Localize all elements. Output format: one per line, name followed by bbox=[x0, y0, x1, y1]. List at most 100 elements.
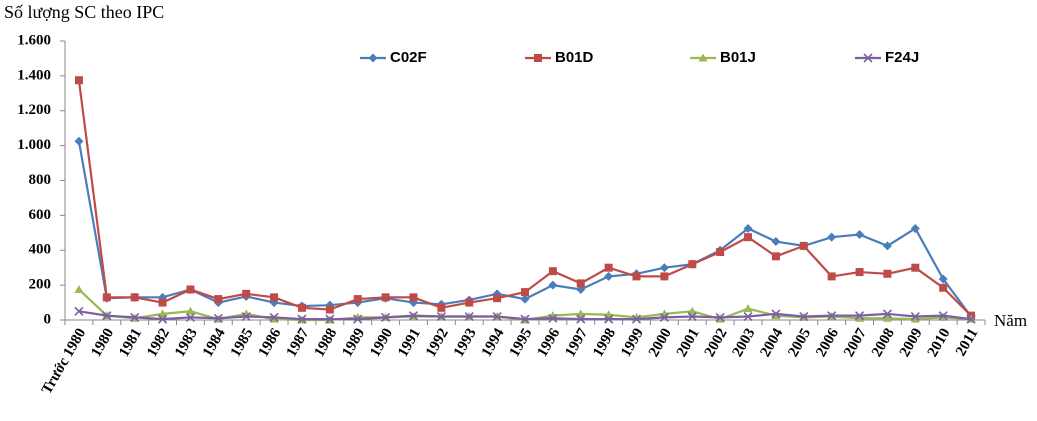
data-point bbox=[74, 284, 84, 293]
data-point bbox=[938, 311, 948, 321]
data-point bbox=[353, 314, 363, 324]
data-point bbox=[910, 223, 920, 233]
x-tick-label: 1982 bbox=[144, 326, 173, 360]
data-point bbox=[130, 312, 140, 322]
legend-marker bbox=[863, 53, 873, 63]
data-point bbox=[408, 311, 419, 321]
y-axis-label: Số lượng SC theo IPC bbox=[4, 2, 164, 22]
data-point bbox=[744, 233, 753, 242]
x-tick-label: 1998 bbox=[590, 326, 619, 360]
x-tick-label: 1994 bbox=[479, 325, 508, 359]
data-point bbox=[74, 76, 83, 85]
legend-marker bbox=[534, 54, 542, 62]
data-point bbox=[130, 293, 139, 302]
data-point bbox=[910, 311, 920, 322]
x-tick-label: 1989 bbox=[339, 326, 368, 360]
data-point bbox=[520, 294, 530, 304]
data-point bbox=[771, 309, 781, 319]
y-tick-label: 1.600 bbox=[17, 32, 51, 48]
data-point bbox=[827, 232, 837, 242]
x-tick-label: 2004 bbox=[757, 325, 786, 359]
legend-label: B01J bbox=[720, 49, 756, 66]
data-point bbox=[158, 298, 167, 307]
x-tick-label: 1986 bbox=[256, 325, 285, 359]
x-tick-label: 1997 bbox=[562, 325, 591, 359]
data-point bbox=[855, 230, 865, 240]
data-point bbox=[381, 312, 391, 322]
data-point bbox=[604, 263, 613, 272]
data-point bbox=[381, 293, 390, 302]
data-point bbox=[158, 314, 168, 324]
data-point bbox=[716, 247, 725, 256]
data-point bbox=[297, 303, 306, 312]
data-point bbox=[436, 311, 446, 322]
x-tick-label: 1990 bbox=[367, 326, 396, 360]
data-point bbox=[185, 312, 196, 322]
data-point bbox=[74, 306, 84, 316]
legend-label: C02F bbox=[390, 49, 427, 66]
data-point bbox=[521, 288, 529, 297]
data-point bbox=[743, 223, 753, 233]
data-point bbox=[409, 293, 418, 302]
x-tick-label: 2009 bbox=[897, 326, 926, 360]
x-tick-label: 1992 bbox=[423, 326, 452, 360]
x-tick-label: 2008 bbox=[869, 326, 898, 360]
data-point bbox=[854, 311, 865, 321]
data-point bbox=[715, 312, 725, 322]
data-point bbox=[910, 314, 920, 323]
data-point bbox=[687, 306, 697, 315]
data-point bbox=[576, 279, 585, 288]
legend-label: B01D bbox=[555, 49, 594, 66]
y-tick-label: 1.200 bbox=[17, 102, 51, 118]
data-point bbox=[938, 274, 948, 284]
data-point bbox=[576, 314, 586, 324]
y-tick-label: 400 bbox=[29, 242, 52, 258]
x-tick-label: 2010 bbox=[925, 326, 954, 360]
legend-label: F24J bbox=[885, 49, 919, 66]
data-point bbox=[185, 306, 195, 315]
x-tick-label: 2002 bbox=[702, 326, 731, 360]
x-axis-label: Năm bbox=[994, 311, 1027, 330]
x-tick-label: 1985 bbox=[228, 326, 257, 360]
data-point bbox=[297, 314, 307, 324]
data-point bbox=[799, 311, 809, 322]
y-tick-label: 800 bbox=[29, 172, 52, 188]
data-point bbox=[437, 303, 446, 312]
y-tick-label: 600 bbox=[29, 207, 52, 223]
data-point bbox=[576, 309, 586, 318]
data-point bbox=[743, 304, 753, 313]
y-tick-label: 0 bbox=[44, 311, 52, 327]
data-point bbox=[353, 295, 362, 304]
data-point bbox=[631, 314, 642, 324]
legend-marker bbox=[368, 53, 378, 63]
data-point bbox=[102, 311, 112, 321]
data-point bbox=[241, 311, 251, 322]
data-point bbox=[493, 294, 502, 303]
data-point bbox=[743, 311, 753, 322]
data-point bbox=[325, 305, 334, 314]
x-tick-label: 1984 bbox=[200, 325, 229, 359]
x-tick-label: 2011 bbox=[953, 326, 981, 359]
x-tick-label: 1981 bbox=[116, 326, 145, 360]
data-point bbox=[548, 267, 557, 276]
data-point bbox=[771, 252, 780, 261]
legend-marker bbox=[698, 53, 708, 62]
data-point bbox=[882, 309, 892, 319]
data-point bbox=[604, 271, 614, 281]
y-tick-label: 1.000 bbox=[17, 137, 51, 153]
data-point bbox=[102, 293, 111, 302]
data-point bbox=[548, 313, 558, 323]
data-point bbox=[465, 298, 474, 307]
data-point bbox=[270, 293, 279, 302]
data-point bbox=[827, 272, 836, 281]
x-tick-label: 2006 bbox=[813, 325, 842, 359]
data-point bbox=[269, 312, 279, 322]
data-point bbox=[882, 313, 892, 322]
data-point bbox=[883, 269, 892, 278]
x-tick-label: 1988 bbox=[311, 326, 340, 360]
data-point bbox=[911, 263, 920, 272]
x-tick-label: 2000 bbox=[646, 326, 675, 360]
data-point bbox=[158, 309, 168, 318]
x-tick-label: 1993 bbox=[451, 326, 480, 360]
x-tick-label: 2001 bbox=[674, 326, 703, 360]
